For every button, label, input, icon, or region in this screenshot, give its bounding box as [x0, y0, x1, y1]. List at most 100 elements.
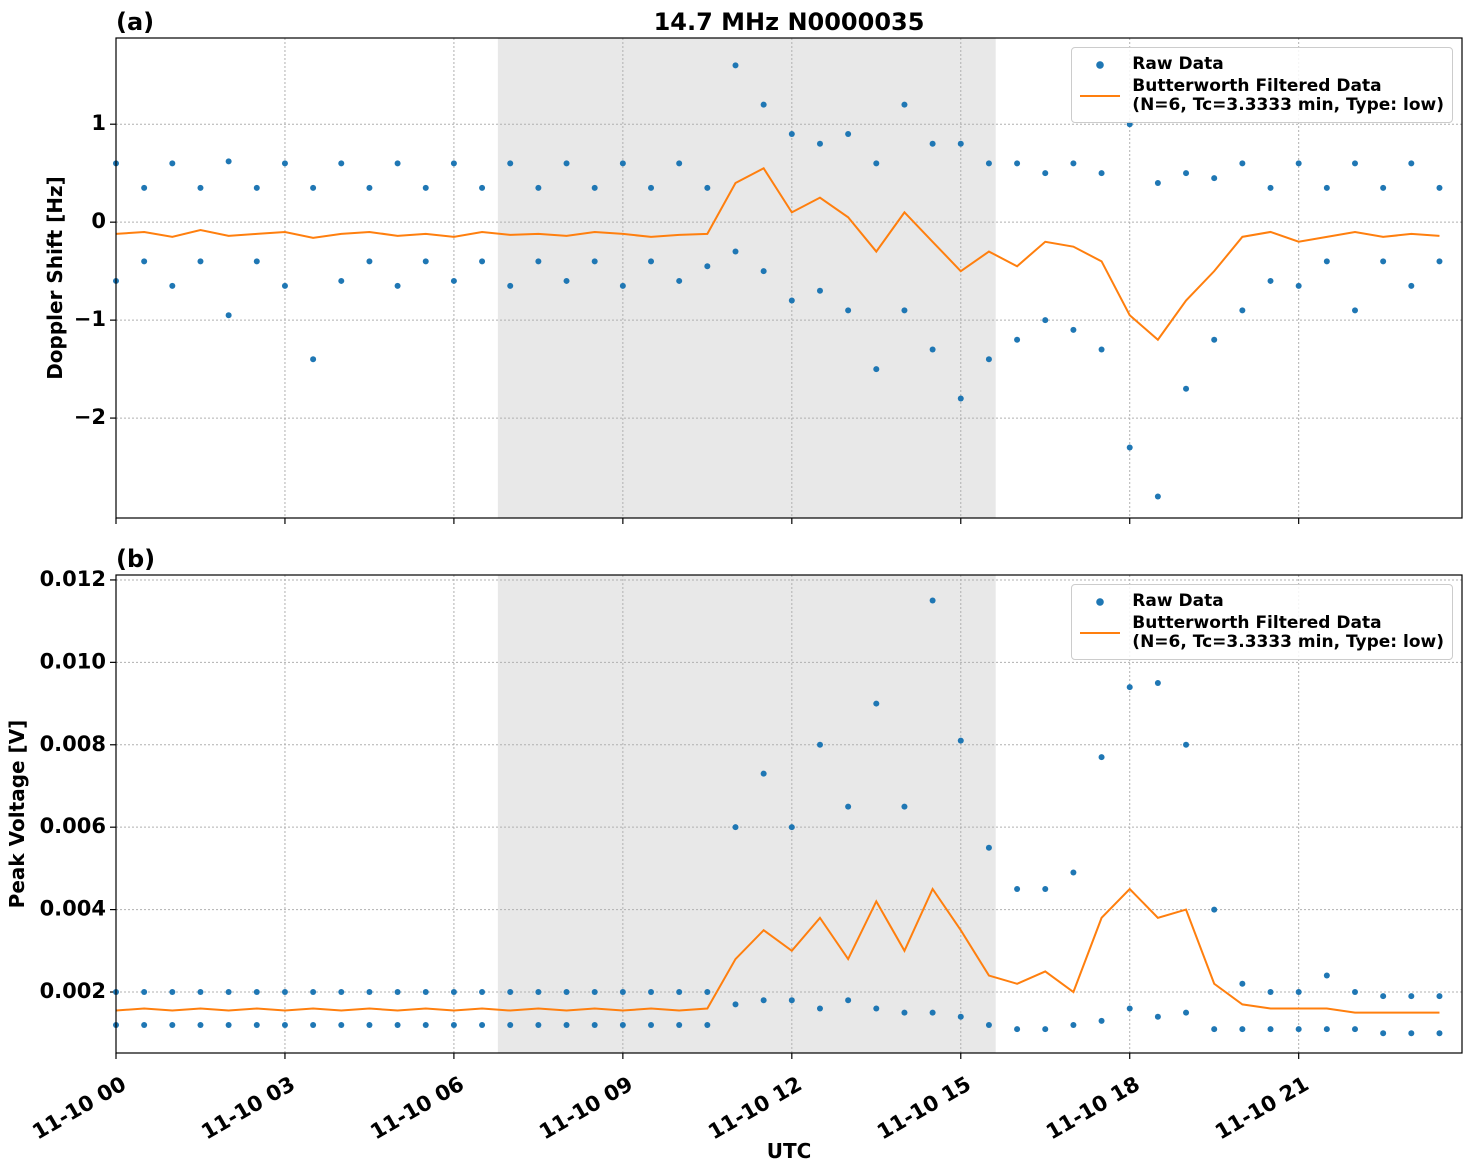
- raw-point: [1154, 179, 1161, 186]
- x-tick-label: 11-10 12: [704, 1072, 806, 1145]
- filtered-line: [115, 886, 1440, 1014]
- raw-point: [535, 258, 542, 265]
- raw-point: [1126, 684, 1133, 691]
- raw-point: [873, 366, 880, 373]
- raw-point: [1014, 336, 1021, 343]
- raw-point: [845, 803, 852, 810]
- raw-point: [873, 1005, 880, 1012]
- raw-point: [1380, 258, 1387, 265]
- raw-point: [535, 989, 542, 996]
- raw-point: [1211, 336, 1218, 343]
- plot-area: [113, 597, 1443, 1037]
- raw-point: [479, 184, 486, 191]
- raw-point: [816, 140, 823, 147]
- raw-point: [732, 1001, 739, 1008]
- raw-point: [563, 1021, 570, 1028]
- raw-point: [985, 1021, 992, 1028]
- raw-point: [704, 184, 711, 191]
- raw-point: [760, 268, 767, 275]
- legend-key: [1080, 57, 1121, 72]
- filtered-line: [115, 166, 1440, 342]
- raw-point: [788, 997, 795, 1004]
- raw-point: [732, 824, 739, 831]
- raw-point: [985, 160, 992, 167]
- raw-point: [648, 258, 655, 265]
- raw-point: [1380, 1030, 1387, 1037]
- raw-point: [1014, 160, 1021, 167]
- raw-point: [394, 282, 401, 289]
- raw-point: [816, 287, 823, 294]
- legend-entry: Raw Data: [1080, 592, 1444, 611]
- raw-point: [760, 997, 767, 1004]
- raw-point: [141, 1021, 148, 1028]
- raw-point: [507, 1021, 514, 1028]
- legend-key: [1080, 89, 1121, 103]
- raw-point: [985, 844, 992, 851]
- raw-point: [197, 258, 204, 265]
- raw-point: [1267, 184, 1274, 191]
- raw-point: [676, 160, 683, 167]
- raw-point: [310, 356, 317, 363]
- raw-point: [225, 158, 232, 165]
- raw-point: [197, 989, 204, 996]
- raw-point: [591, 184, 598, 191]
- raw-point: [929, 1009, 936, 1016]
- raw-point: [760, 770, 767, 777]
- raw-point: [957, 140, 964, 147]
- raw-point: [450, 277, 457, 284]
- y-axis-label: Doppler Shift [Hz]: [43, 176, 67, 380]
- raw-point: [1211, 175, 1218, 182]
- raw-point: [1267, 277, 1274, 284]
- raw-point: [591, 989, 598, 996]
- raw-point: [957, 395, 964, 402]
- raw-point: [1126, 1005, 1133, 1012]
- raw-point: [479, 1021, 486, 1028]
- raw-point: [1042, 317, 1049, 324]
- y-tick-label: 0.006: [40, 814, 106, 838]
- legend-key: [1080, 626, 1121, 640]
- raw-point: [1211, 1026, 1218, 1033]
- raw-point: [281, 989, 288, 996]
- raw-point: [169, 160, 176, 167]
- raw-point: [732, 248, 739, 255]
- raw-point: [676, 1021, 683, 1028]
- raw-point: [1070, 326, 1077, 333]
- raw-point: [1154, 679, 1161, 686]
- x-tick-label: 11-10 18: [1042, 1072, 1144, 1145]
- raw-point: [563, 277, 570, 284]
- raw-point: [1183, 1009, 1190, 1016]
- raw-point: [450, 989, 457, 996]
- raw-point: [1154, 493, 1161, 500]
- raw-point: [366, 1021, 373, 1028]
- raw-point: [1295, 282, 1302, 289]
- raw-point: [1295, 160, 1302, 167]
- raw-point: [1014, 1026, 1021, 1033]
- legend-label: Butterworth Filtered Data (N=6, Tc=3.333…: [1132, 613, 1444, 652]
- raw-point: [338, 160, 345, 167]
- raw-point: [1070, 160, 1077, 167]
- raw-point: [1295, 1026, 1302, 1033]
- raw-point: [366, 989, 373, 996]
- raw-point: [169, 282, 176, 289]
- shaded-span: [497, 38, 996, 518]
- raw-point: [1267, 1026, 1274, 1033]
- raw-point: [338, 989, 345, 996]
- raw-point: [507, 989, 514, 996]
- raw-point: [1098, 754, 1105, 761]
- axes-frame: [115, 37, 1463, 519]
- legend: Raw Data Butterworth Filtered Data (N=6, …: [1071, 584, 1453, 660]
- raw-point: [1070, 869, 1077, 876]
- raw-point: [1267, 989, 1274, 996]
- raw-point: [901, 101, 908, 108]
- raw-point: [450, 160, 457, 167]
- legend-label: Raw Data: [1132, 54, 1224, 74]
- raw-point: [619, 1021, 626, 1028]
- raw-point: [281, 160, 288, 167]
- axes-frame: [115, 574, 1463, 1054]
- raw-point: [1408, 282, 1415, 289]
- legend-label: Butterworth Filtered Data (N=6, Tc=3.333…: [1132, 76, 1444, 115]
- raw-point: [338, 277, 345, 284]
- raw-point: [845, 997, 852, 1004]
- raw-point: [1436, 993, 1443, 1000]
